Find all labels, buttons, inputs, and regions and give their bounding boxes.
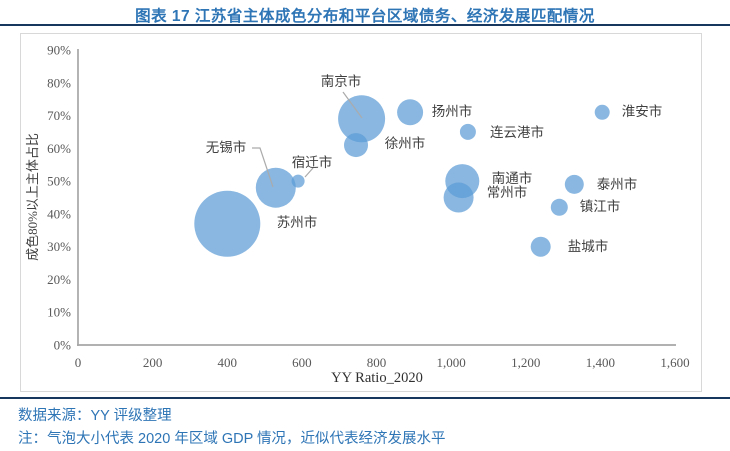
city-label-xuzhou: 徐州市 [385,135,426,151]
city-label-huaian: 淮安市 [622,103,663,119]
y-tick-label: 20% [47,272,71,287]
bubble-yancheng [530,236,551,257]
bubble-yangzhou [397,99,424,126]
x-tick-label: 1,000 [437,355,466,370]
leader-line-wuxi [252,147,274,188]
bubble-suqian [291,174,305,188]
city-label-yangzhou: 扬州市 [432,103,473,119]
city-label-lianyungang: 连云港市 [490,124,544,140]
city-label-changzhou: 常州市 [487,184,528,200]
leader-line-suqian [304,167,314,178]
city-label-suqian: 宿迁市 [292,154,333,170]
y-tick-label: 0% [54,338,72,353]
y-tick-label: 60% [47,141,71,156]
x-tick-label: 400 [218,355,238,370]
bubble-huaian [594,104,610,120]
y-axis-title: 成色80%以上主体占比 [25,133,40,261]
y-tick-label: 50% [47,174,71,189]
x-tick-label: 0 [75,355,82,370]
x-tick-label: 1,600 [660,355,689,370]
chart-panel: 0% 10% 20% 30% 40% 50% 60% 70% 80% 90% 0 200 400 600 8… [20,33,702,392]
bubble-lianyungang [459,123,476,140]
y-tick-label: 70% [47,108,71,123]
bubble-zhenjiang [550,198,568,216]
city-label-wuxi: 无锡市 [206,139,247,155]
y-tick-label: 10% [47,305,71,320]
y-tick-label: 40% [47,206,71,221]
bubble-taizhou [564,174,584,194]
bubble-nanjing [338,95,386,143]
y-tick-label: 80% [47,75,71,90]
bubble-suzhou [194,190,261,257]
note-text: 注：气泡大小代表 2020 年区域 GDP 情况，近似代表经济发展水平 [18,431,446,447]
data-source-text: 数据来源：YY 评级整理 [18,408,172,424]
x-tick-label: 600 [292,355,312,370]
bubble-chart: 0% 10% 20% 30% 40% 50% 60% 70% 80% 90% 0 200 400 600 8… [25,43,690,387]
x-tick-label: 1,200 [511,355,540,370]
y-tick-label: 30% [47,239,71,254]
city-label-zhenjiang: 镇江市 [580,198,621,214]
city-label-suzhou: 苏州市 [277,214,318,230]
bubble-changzhou [443,182,474,213]
figure-title: 图表 17 江苏省主体成色分布和平台区域债务、经济发展匹配情况 [135,8,595,25]
bottom-divider-line [0,397,730,399]
bubble-xuzhou [344,133,368,158]
bubble-wuxi [255,167,296,208]
city-label-nantong: 南通市 [492,170,533,186]
y-tick-label: 90% [47,43,71,58]
top-divider-line [0,24,730,26]
city-label-taizhou: 泰州市 [597,176,638,192]
city-label-yancheng: 盐城市 [568,238,609,254]
x-tick-label: 200 [143,355,163,370]
x-tick-label: 1,400 [586,355,615,370]
city-label-nanjing: 南京市 [321,73,362,89]
x-tick-label: 800 [367,355,387,370]
x-axis-title: YY Ratio_2020 [331,370,423,386]
leader-line-nanjing [342,91,363,119]
